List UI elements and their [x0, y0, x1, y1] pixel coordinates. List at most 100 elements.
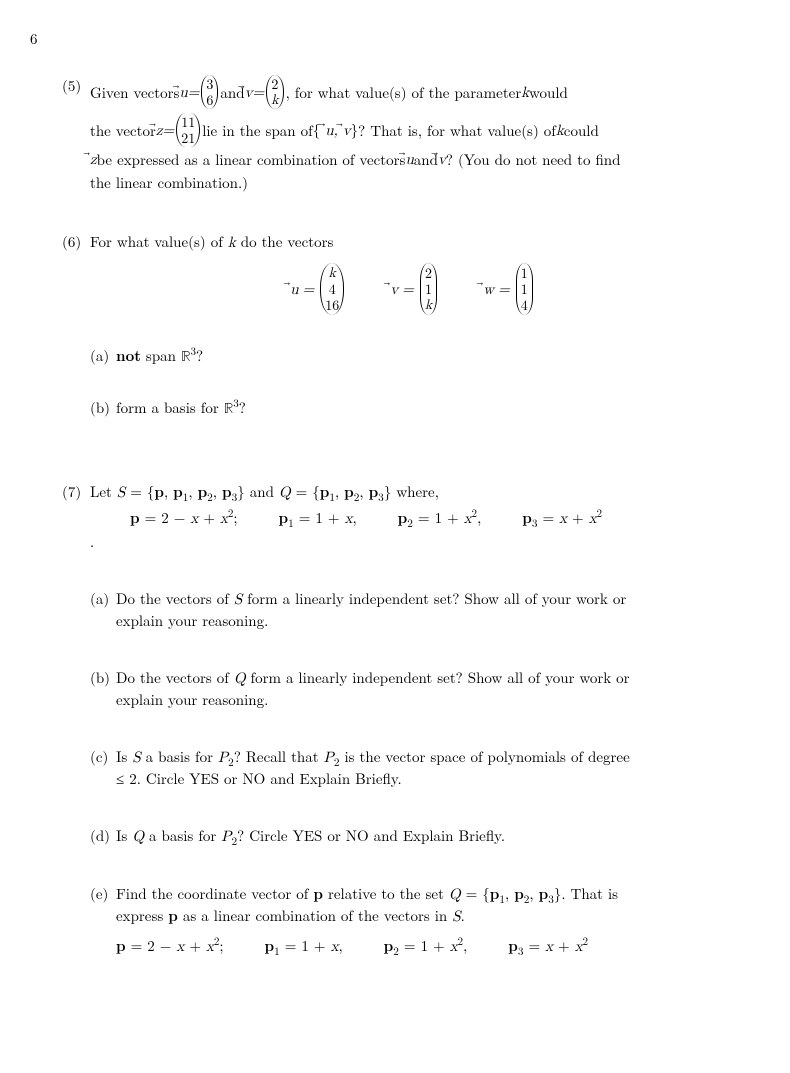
p1-expr: = 1 + x, [294, 507, 357, 528]
eq-sign: = [498, 279, 510, 300]
q7-part-b: (b) Do the vectors of Q form a linearly … [90, 667, 735, 710]
param-k: k [556, 120, 564, 141]
set-S: S [234, 592, 242, 607]
vector-u-column: 36 [201, 75, 218, 109]
problem-6-content: For what value(s) of k do the vectors u … [90, 231, 735, 449]
vector-z-column: 1121 [176, 113, 200, 147]
not-emphasis: not [116, 345, 141, 366]
page-number: 6 [30, 28, 735, 49]
q7-part-a: (a) Do the vectors of S form a linearly … [90, 588, 735, 631]
q7a-text: explain your reasoning. [116, 610, 735, 631]
vector-v: v [390, 279, 398, 300]
q7e-text: . That is [561, 883, 618, 904]
q7d-text: ? Circle YES or NO and Explain Briefly. [237, 825, 505, 846]
eq-sign: = [303, 279, 315, 300]
vector-v: v [245, 82, 253, 103]
vector-u: u [405, 149, 413, 170]
q7a-text: Do the vectors of [116, 588, 234, 609]
document-page: 6 (5) Given vectors u = 36 and v = 2k [0, 0, 790, 1073]
vector-u: u [290, 279, 298, 300]
q6a-text: span [141, 345, 181, 366]
q7c-text: a basis for [141, 746, 218, 767]
q6-intro: For what value(s) of [90, 231, 228, 252]
q7-intro: Let [90, 481, 117, 502]
vector-w-column: 114 [516, 263, 533, 315]
q7d-text: a basis for [144, 825, 221, 846]
p1-bold: p [279, 507, 289, 528]
q7c-text: ≤ 2. Circle YES or NO and Explain Briefl… [116, 768, 735, 789]
q7-part-d: (d) Is Q a basis for P2? Circle YES or N… [90, 825, 735, 847]
q5-text: and [414, 149, 438, 170]
q7b-text: form a linearly independent set? Show al… [245, 667, 629, 688]
span-set: { u, v} [313, 119, 358, 141]
v-row-1: k [271, 92, 278, 108]
p-bold: p [168, 905, 178, 926]
q5-text: ? (You do not need to find [446, 149, 621, 170]
q7-part-e: (e) Find the coordinate vector of p rela… [90, 883, 735, 957]
Q-set: {p1, p2, p3} [312, 481, 391, 502]
p-expr: = 2 − x + x2; [140, 507, 238, 528]
p-bold: p [313, 883, 323, 904]
q7b-text: Do the vectors of [116, 667, 234, 688]
set-Q: Q [234, 671, 246, 686]
q7e-text: as a linear combination of the vectors i… [178, 905, 452, 926]
problem-6: (6) For what value(s) of k do the vector… [62, 231, 735, 449]
part-c-label: (c) [90, 746, 116, 767]
and: and [245, 481, 279, 502]
q5-text: be expressed as a linear combination of … [97, 149, 406, 170]
set-Q: Q [132, 829, 144, 844]
w-row-2: 4 [521, 297, 528, 313]
q5-text: , for what value(s) of the parameter [286, 82, 522, 103]
problem-7: (7) Let S = {p, p1, p2, p3} and Q = {p1,… [62, 481, 735, 993]
u-row-2: 16 [325, 297, 339, 313]
p-bold: p [130, 507, 140, 528]
q7b-text: explain your reasoning. [116, 689, 735, 710]
q5-text: and [220, 82, 244, 103]
eq-sign: = [188, 82, 200, 103]
problem-5: (5) Given vectors u = 36 and v = 2k , f [62, 75, 735, 195]
q5-text: could [564, 120, 599, 141]
q5-text: would [529, 82, 568, 103]
vector-u-column: k416 [320, 263, 344, 315]
part-a-label: (a) [90, 345, 116, 366]
vector-z: z [156, 120, 163, 141]
problem-5-content: Given vectors u = 36 and v = 2k , for wh… [90, 75, 735, 195]
eq: = [291, 481, 313, 502]
poly-definitions-repeat: p = 2 − x + x2; p1 = 1 + x, p2 = 1 + x2,… [116, 935, 735, 957]
q6a-q: ? [196, 345, 203, 366]
eq-sign: = [253, 82, 265, 103]
q7e-text: express [116, 905, 168, 926]
param-k: k [228, 235, 236, 250]
R3: ℝ [224, 401, 234, 416]
set-S: S [452, 909, 460, 924]
S-set: {p, p1, p2, p3} [147, 481, 245, 502]
P2: P [218, 750, 228, 765]
v-row-2: k [425, 297, 432, 313]
vector-v-column: 2k [266, 75, 283, 109]
q7d-text: Is [116, 825, 132, 846]
part-e-label: (e) [90, 883, 116, 904]
u-row-1: 6 [206, 92, 213, 108]
q5-text: Given vectors [90, 82, 179, 103]
part-a-label: (a) [90, 588, 116, 609]
q7e-text: relative to the set [323, 883, 449, 904]
eq-sign: = [402, 279, 414, 300]
q5-text: ? That is, for what value(s) of [358, 120, 556, 141]
P2: P [221, 829, 231, 844]
set-S: S [132, 750, 140, 765]
eq: = [461, 883, 483, 904]
q7-part-c: (c) Is S a basis for P2? Recall that P2 … [90, 746, 735, 789]
v-row-1: 1 [425, 281, 432, 297]
problem-5-number: (5) [62, 75, 90, 96]
problem-7-number: (7) [62, 481, 90, 502]
set-Q: Q [449, 887, 461, 902]
q6b-q: ? [239, 397, 246, 418]
q5-text: the linear combination.) [90, 172, 735, 193]
P2: P [324, 750, 334, 765]
q6-vectors-display: u = k416 v = 21k [90, 263, 735, 315]
where: where, [391, 481, 439, 502]
q7c-text: ? Recall that [234, 746, 324, 767]
p2-expr: = 1 + x2, [413, 507, 481, 528]
vector-z: z [90, 149, 97, 170]
q6-intro: do the vectors [236, 231, 334, 252]
